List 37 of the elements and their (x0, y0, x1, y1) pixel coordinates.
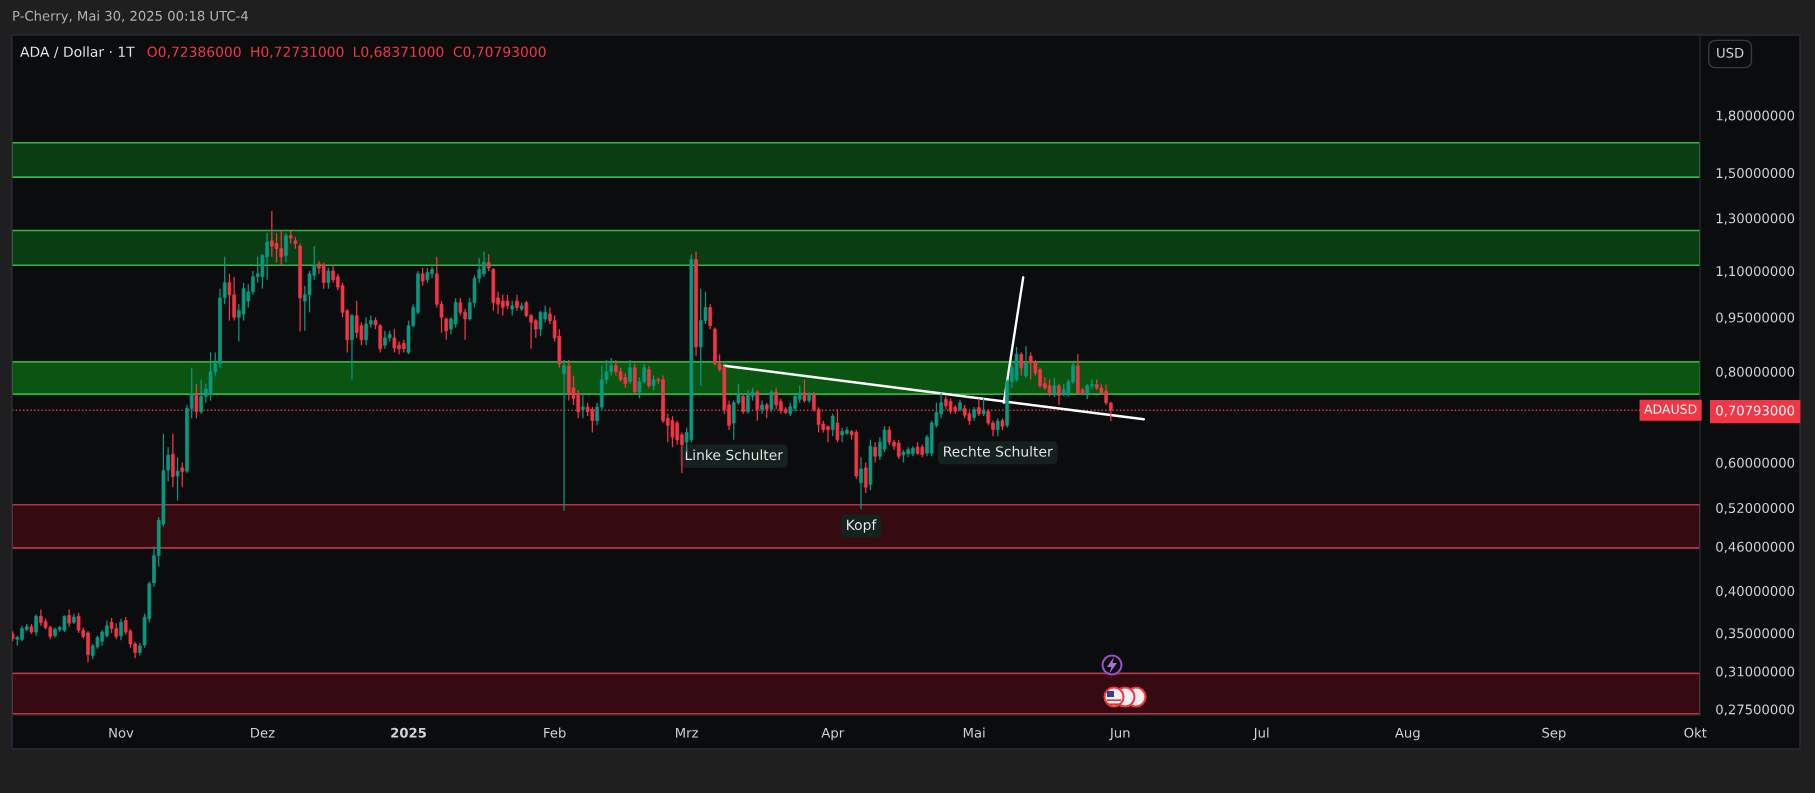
x-tick-label: Mrz (676, 727, 698, 738)
y-tick-label: 0,60000000 (1716, 457, 1795, 470)
y-tick-label: 0,95000000 (1716, 312, 1795, 324)
chart-subtitle: P-Cherry, Mai 30, 2025 00:18 UTC-4 (13, 10, 248, 24)
x-tick-label: Okt (1684, 727, 1707, 738)
x-tick-label: Feb (544, 727, 566, 738)
y-tick-label: 0,40000000 (1716, 585, 1795, 598)
y-tick-label: 0,35000000 (1716, 628, 1795, 640)
y-tick-label: 1,10000000 (1716, 266, 1795, 278)
annotation: C0,70793000 (453, 46, 546, 59)
y-tick-label: 1,30000000 (1716, 213, 1795, 225)
x-tick-label: Dez (251, 727, 275, 738)
y-tick-label: 0,31000000 (1716, 666, 1795, 678)
text: ADA / Dollar · 1T (20, 46, 135, 59)
x-tick-label: Nov (109, 727, 134, 738)
ref-line-label: ADAUSD (1644, 404, 1697, 414)
annotation: H0,72731000 (251, 46, 344, 59)
annotation: L0,68371000 (353, 46, 444, 59)
x-tick-label: Apr (821, 727, 845, 741)
y-tick-label: 1,80000000 (1716, 110, 1795, 122)
annotation: Kopf (847, 519, 877, 533)
x-tick-label: Jul (1253, 727, 1269, 741)
annotation: Rechte Schulter (944, 446, 1053, 457)
y-axis-title: USD (1717, 47, 1744, 58)
x-tick-label: Sep (1542, 727, 1566, 741)
y-tick-label: 0,80000000 (1716, 366, 1795, 379)
x-tick-label: Mai (963, 727, 985, 738)
x-tick-label: Aug (1394, 727, 1420, 741)
annotation: Linke Schulter (685, 449, 783, 461)
annotation: O0,72386000 (147, 46, 241, 59)
y-tick-label: 0,27500000 (1716, 704, 1795, 716)
y-tick-label: 0,46000000 (1716, 541, 1795, 554)
y-tick-label: 0,52000000 (1716, 503, 1795, 515)
x-tick-label: Jun (1109, 727, 1130, 741)
y-tick-label: 0,70793000 (1716, 405, 1795, 417)
y-tick-label: 1,50000000 (1716, 168, 1795, 180)
x-tick-label: 2025 (391, 727, 426, 738)
